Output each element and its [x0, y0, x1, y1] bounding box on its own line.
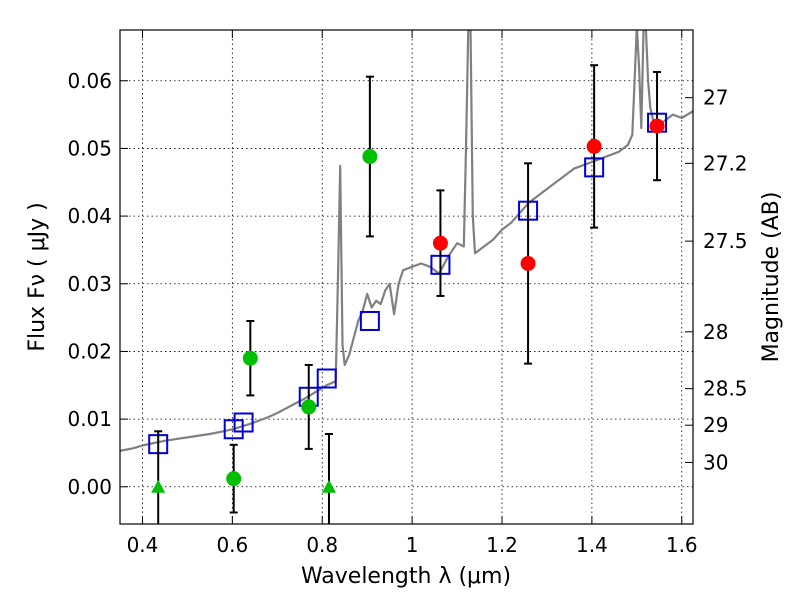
upper-limit-point: [151, 479, 166, 493]
y-tick-label: 0.06: [67, 69, 112, 93]
y-tick-label: 0.01: [67, 407, 112, 431]
axis-ticks: 0.4 0.6 0.8 1 1.2 1.4 1.6 0.00 0.01 0.02 0.03 0.04 0…: [67, 30, 748, 557]
green-data-point: [242, 350, 258, 366]
x-tick-label: 1.6: [666, 533, 698, 557]
model-photometry-point: [359, 310, 380, 331]
upper-limit-point: [321, 479, 336, 493]
mag-tick-label: 27.2: [703, 151, 748, 175]
plot-frame: [119, 29, 694, 525]
y-tick-label: 0.03: [67, 272, 112, 296]
x-tick-label: 0.8: [306, 533, 338, 557]
mag-tick-label: 30: [703, 450, 728, 474]
red-data-point: [520, 255, 536, 271]
y-tick-label: 0.05: [67, 136, 112, 160]
x-tick-label: 1.4: [576, 533, 608, 557]
green-data-point: [226, 471, 242, 487]
plot-background: [120, 30, 693, 524]
x-tick-label: 1.2: [486, 533, 518, 557]
data-layer: [120, 30, 693, 524]
x-tick-label: 1: [406, 533, 419, 557]
red-data-point: [649, 118, 665, 134]
mag-tick-label: 28: [703, 320, 728, 344]
red-data-point: [586, 138, 602, 154]
green-data-point: [301, 399, 317, 415]
x-tick-label: 0.4: [127, 533, 159, 557]
model-photometry-point: [233, 412, 254, 433]
y-tick-label: 0.00: [67, 475, 112, 499]
model-photometry-point: [316, 368, 337, 389]
green-data-point: [362, 149, 378, 165]
model-spectrum-line: [120, 30, 693, 452]
mag-tick-label: 28.5: [703, 377, 748, 401]
mag-tick-label: 27: [703, 86, 728, 110]
y-tick-label: 0.04: [67, 204, 112, 228]
y-tick-label: 0.02: [67, 339, 112, 363]
mag-tick-label: 29: [703, 413, 728, 437]
right-axis-label: Magnitude (AB): [759, 192, 784, 363]
y-axis-label: Flux Fν ( μJy ): [25, 202, 50, 351]
red-data-point: [432, 235, 448, 251]
mag-tick-label: 27.5: [703, 229, 748, 253]
x-tick-label: 0.6: [216, 533, 248, 557]
x-axis-label: Wavelength λ (μm): [301, 564, 511, 589]
